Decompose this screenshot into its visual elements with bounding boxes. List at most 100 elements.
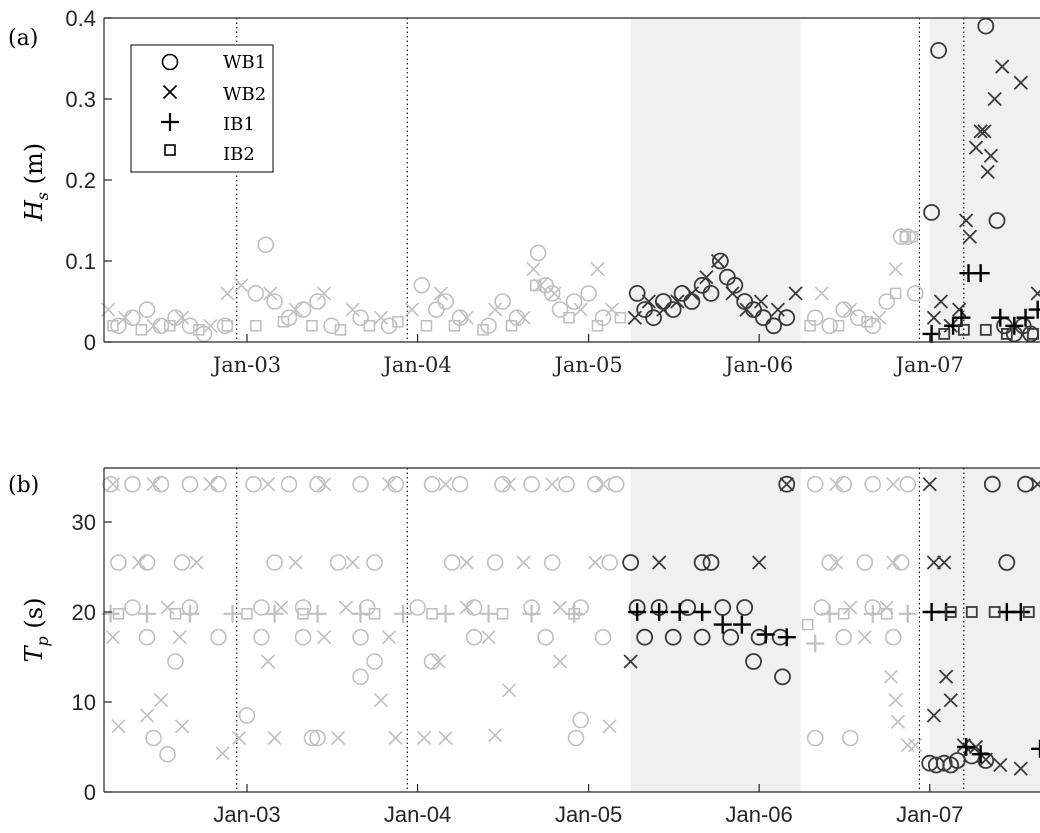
panel-b-point-wb2-background bbox=[317, 630, 332, 645]
panel-b-point-wb2-background bbox=[588, 555, 603, 570]
panel-a-y-tick-label: 0.1 bbox=[65, 249, 96, 274]
panel-b-background-points bbox=[101, 475, 923, 763]
panel-a-point-wb2 bbox=[641, 294, 657, 309]
panel-b-point-wb2-background bbox=[857, 630, 872, 645]
panel-b-point-wb2-background bbox=[908, 738, 923, 753]
panel-a-point-wb1-background bbox=[124, 309, 141, 327]
panel-b-point-ib1 bbox=[693, 603, 712, 621]
panel-b-point-ib1 bbox=[756, 625, 775, 644]
panel-b-point-wb1-background bbox=[537, 628, 554, 646]
panel-a-point-wb2 bbox=[987, 91, 1002, 107]
panel-b-point-ib1 bbox=[628, 603, 647, 621]
panel-b-point-wb1-background bbox=[253, 628, 270, 646]
panel-b-point-wb2-background bbox=[829, 477, 844, 492]
panel-b-point-wb2-background bbox=[189, 555, 204, 570]
panel-b-point-wb2-background bbox=[602, 719, 617, 734]
panel-a-point-wb2 bbox=[962, 229, 978, 244]
panel-a-point-ib2-background bbox=[505, 319, 518, 332]
panel-a-point-wb2-background bbox=[220, 286, 235, 301]
panel-a-point-wb1-background bbox=[835, 301, 853, 318]
panel-a-point-wb2-background bbox=[263, 286, 278, 301]
panel-b-point-wb1-background bbox=[366, 554, 383, 571]
panel-b-point-wb1-background bbox=[245, 475, 262, 493]
panel-b-x-tick-label: Jan-04 bbox=[384, 802, 451, 827]
panel-b-point-ib1-background bbox=[436, 604, 455, 623]
panel-b-point-ib1-background bbox=[565, 604, 584, 623]
panel-b-point-wb1 bbox=[1017, 475, 1034, 493]
panel-b-y-axis-label-symbol: T bbox=[20, 644, 48, 662]
panel-a-point-wb2 bbox=[684, 286, 699, 301]
panel-a-point-wb1 bbox=[628, 284, 646, 302]
panel-a: 0 0.1 0.2 0.3 0.4 Jan-03 Jan-04 Jan-05 Jan-06 Jan… bbox=[8, 6, 1040, 377]
panel-b-y-tick-label: 30 bbox=[72, 510, 96, 535]
panel-b-point-wb2-background bbox=[459, 600, 474, 615]
panel-a-point-wb2 bbox=[725, 286, 740, 301]
panel-b-point-ib2-background bbox=[880, 607, 893, 620]
panel-a-point-ib1 bbox=[971, 264, 990, 283]
panel-a-shaded-region bbox=[630, 18, 801, 342]
panel-b-point-wb1-background bbox=[280, 475, 298, 493]
panel-b-point-wb1-background bbox=[892, 554, 910, 571]
panel-a-point-ib2-background bbox=[193, 324, 205, 336]
panel-b-point-wb1-background bbox=[494, 475, 511, 493]
panel-a-point-wb2 bbox=[926, 310, 942, 325]
panel-a-point-wb2 bbox=[656, 302, 671, 317]
panel-a-point-ib2-background bbox=[591, 319, 604, 332]
legend-markers bbox=[161, 53, 179, 156]
panel-b-point-wb2 bbox=[1013, 761, 1028, 776]
panel-b-point-wb2-background bbox=[900, 738, 915, 753]
panel-b-point-wb1-background bbox=[884, 628, 902, 646]
panel-b-point-ib2-background bbox=[112, 607, 125, 620]
panel-a-point-ib2-background bbox=[448, 319, 461, 332]
panel-a-point-ib1 bbox=[1028, 300, 1040, 319]
panel-a-point-wb2-background bbox=[526, 262, 541, 277]
panel-a-point-wb1-background bbox=[543, 285, 561, 302]
panel-b-point-ib1-background bbox=[522, 604, 541, 623]
panel-b-point-ib2-background bbox=[496, 607, 509, 620]
panel-b-point-wb2-background bbox=[267, 730, 282, 746]
panel-b-y-axis-label-unit: (s) bbox=[20, 598, 48, 637]
panel-b-point-wb1-background bbox=[329, 554, 347, 571]
panel-b-point-wb2 bbox=[752, 555, 767, 570]
panel-a-point-wb2 bbox=[968, 140, 984, 155]
panel-a-y-tick-label: 0.2 bbox=[65, 168, 96, 193]
panel-b-point-wb1-background bbox=[567, 729, 585, 747]
panel-b-point-wb1 bbox=[636, 628, 654, 646]
panel-a-point-wb1-background bbox=[906, 285, 924, 302]
panel-a-point-wb1-background bbox=[413, 276, 431, 294]
legend-box bbox=[130, 44, 274, 173]
panel-b-point-wb2-background bbox=[883, 669, 898, 684]
panel-b-point-ib2-background bbox=[368, 607, 381, 620]
panel-b-point-wb2-background bbox=[288, 555, 303, 570]
panel-b-point-wb2-background bbox=[160, 600, 175, 615]
panel-b-point-wb1-background bbox=[352, 628, 369, 646]
panel-b-point-wb2-background bbox=[203, 477, 218, 492]
panel-a-point-wb1-background bbox=[110, 317, 127, 335]
panel-b-point-ib2 bbox=[944, 606, 957, 618]
panel-b-point-wb1-background bbox=[423, 653, 441, 670]
panel-a-point-wb2-background bbox=[888, 262, 903, 277]
panel-b-point-wb1-background bbox=[210, 475, 227, 493]
panel-a-background-points bbox=[101, 228, 924, 343]
panel-a-point-ib2-background bbox=[306, 319, 318, 332]
panel-a-point-ib2 bbox=[1027, 327, 1039, 340]
panel-b-point-wb1-background bbox=[806, 475, 824, 493]
panel-b-point-wb1-background bbox=[465, 628, 483, 646]
panel-a-point-wb1 bbox=[702, 284, 720, 302]
panel-a-point-wb2 bbox=[959, 213, 974, 228]
panel-a-point-wb2 bbox=[952, 302, 967, 317]
panel-a-point-wb2-background bbox=[814, 286, 829, 301]
panel-b-point-ib1 bbox=[777, 628, 796, 647]
panel-a-point-ib2-background bbox=[614, 311, 627, 324]
panel-a-point-wb2-background bbox=[345, 302, 360, 317]
panel-a-point-wb2-background bbox=[590, 262, 605, 277]
panel-b-y-tick-label: 10 bbox=[72, 690, 96, 715]
panel-a-point-wb2 bbox=[670, 294, 685, 309]
panel-b-point-wb2-background bbox=[438, 477, 453, 492]
panel-b-point-wb2-background bbox=[516, 555, 531, 570]
panel-b-point-wb1-background bbox=[821, 554, 839, 571]
panel-b-point-wb2-background bbox=[829, 555, 844, 570]
panel-a-point-ib2-background bbox=[164, 319, 176, 332]
panel-b-point-wb2 bbox=[943, 693, 958, 708]
